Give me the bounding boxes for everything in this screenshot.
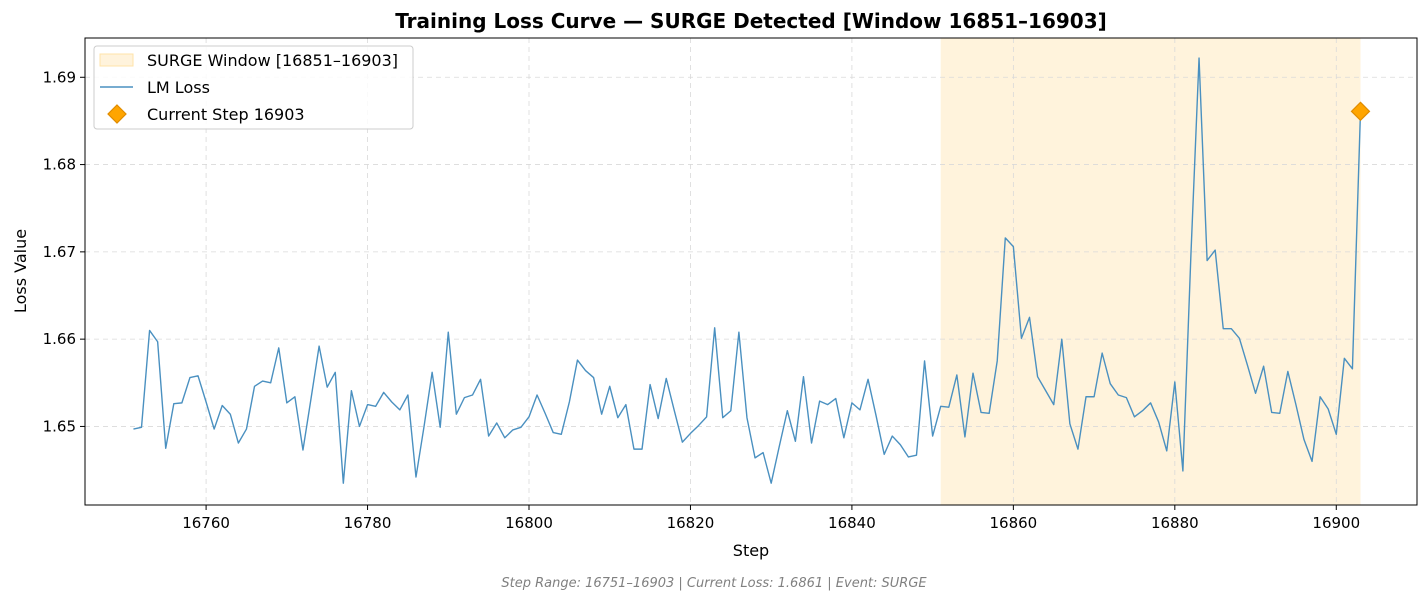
x-tick-label: 16840 <box>828 514 876 532</box>
legend-surge-label: SURGE Window [16851–16903] <box>147 51 398 70</box>
x-tick-label: 16760 <box>182 514 230 532</box>
y-tick-label: 1.69 <box>43 68 76 86</box>
x-tick-label: 16880 <box>1151 514 1199 532</box>
x-tick-label: 16800 <box>505 514 553 532</box>
plot-area <box>85 38 1417 505</box>
legend-surge-swatch <box>99 53 134 67</box>
x-tick-label: 16780 <box>344 514 392 532</box>
footer-caption: Step Range: 16751–16903 | Current Loss: … <box>501 576 927 591</box>
x-tick-label: 16900 <box>1312 514 1360 532</box>
surge-window-band <box>940 38 1361 505</box>
y-tick-label: 1.67 <box>43 243 76 261</box>
legend-box <box>93 45 414 130</box>
y-tick-label: 1.68 <box>43 156 76 174</box>
x-axis-ticks: 16760 16780 16800 16820 16840 16860 16880 16900 <box>182 505 1360 532</box>
plot-frame <box>84 37 1418 506</box>
legend-loss-label: LM Loss <box>147 78 210 97</box>
legend-current-step-label: Current Step 16903 <box>147 105 305 124</box>
x-axis-label: Step <box>733 541 769 560</box>
y-tick-label: 1.66 <box>43 330 76 348</box>
grid-lines <box>85 38 1417 505</box>
y-axis-label: Loss Value <box>11 229 30 313</box>
legend: SURGE Window [16851–16903] LM Loss Curre… <box>93 45 414 130</box>
current-step-marker <box>1350 101 1371 122</box>
x-tick-label: 16820 <box>667 514 715 532</box>
lm-loss-series-line <box>133 57 1362 484</box>
chart-title: Training Loss Curve — SURGE Detected [Wi… <box>395 9 1107 33</box>
y-axis-ticks: 1.65 1.66 1.67 1.68 1.69 <box>43 68 85 435</box>
x-tick-label: 16860 <box>990 514 1038 532</box>
legend-current-step-marker-icon <box>107 104 127 124</box>
y-tick-label: 1.65 <box>43 417 76 435</box>
